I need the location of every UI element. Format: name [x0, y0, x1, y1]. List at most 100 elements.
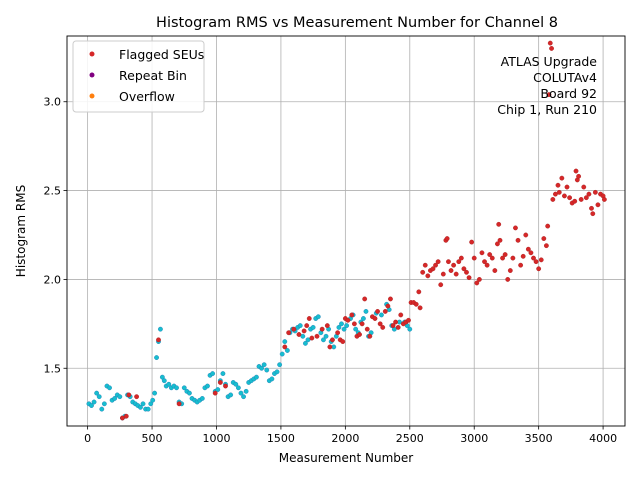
x-tick-label: 1000: [202, 432, 230, 445]
data-point: [438, 282, 444, 288]
data-point: [303, 340, 308, 346]
data-point: [264, 367, 270, 373]
data-point: [362, 296, 368, 302]
data-point: [422, 262, 428, 268]
data-point: [505, 277, 511, 282]
data-point: [94, 390, 100, 396]
data-point: [158, 326, 163, 332]
data-point: [372, 316, 378, 321]
data-point: [547, 40, 553, 46]
data-point: [406, 317, 411, 323]
data-point: [425, 273, 431, 279]
data-point: [398, 312, 404, 318]
data-point: [510, 255, 516, 261]
data-point: [444, 236, 450, 241]
data-point: [573, 168, 579, 174]
data-point: [117, 394, 123, 400]
data-point: [309, 335, 315, 341]
data-point: [500, 255, 505, 261]
data-point: [453, 271, 459, 277]
data-point: [520, 253, 526, 259]
x-tick-label: 1500: [267, 432, 295, 445]
data-point: [344, 323, 350, 329]
data-point: [140, 401, 146, 407]
legend-marker-repeat-bin: [89, 72, 95, 78]
x-axis-label: Measurement Number: [279, 451, 413, 465]
data-point: [112, 396, 118, 401]
data-point: [395, 324, 401, 330]
data-point: [528, 250, 534, 256]
data-point: [448, 268, 454, 273]
data-point: [572, 198, 578, 204]
data-point: [228, 392, 234, 398]
data-point: [340, 339, 346, 344]
data-point: [393, 319, 399, 325]
data-point: [385, 303, 391, 309]
grid-lines: [67, 36, 625, 426]
data-point: [507, 268, 513, 273]
y-tick-label: 3.0: [44, 96, 62, 109]
legend-box: [72, 40, 205, 113]
data-point: [154, 355, 159, 360]
data-point: [513, 225, 518, 231]
data-point: [451, 262, 457, 268]
x-tick-label: 500: [142, 432, 163, 445]
data-point: [91, 399, 97, 405]
data-point: [417, 305, 423, 311]
data-point: [364, 326, 370, 332]
data-point: [555, 182, 561, 188]
data-point: [553, 191, 558, 197]
data-point: [377, 321, 383, 327]
plot-frame: [66, 35, 626, 427]
data-point: [589, 205, 594, 211]
data-point: [351, 321, 357, 327]
data-point: [595, 202, 601, 208]
data-point: [321, 337, 326, 343]
legend: Flagged SEUs Repeat Bin Overflow: [72, 40, 205, 113]
annotation-line-4: Chip 1, Run 210: [497, 102, 597, 117]
data-point: [134, 394, 139, 400]
data-point: [489, 255, 495, 261]
data-point: [413, 301, 419, 307]
data-point: [261, 362, 267, 368]
data-point: [339, 321, 344, 327]
data-point: [549, 46, 554, 51]
data-point: [300, 333, 306, 339]
data-point: [330, 337, 335, 343]
data-point: [215, 387, 221, 392]
data-point: [210, 371, 216, 376]
data-point: [152, 390, 158, 396]
data-point: [310, 324, 316, 330]
data-point: [174, 385, 179, 391]
data-point: [212, 390, 218, 396]
x-tick-label: 0: [84, 432, 91, 445]
data-point: [601, 197, 607, 202]
data-point: [305, 337, 311, 343]
data-point: [349, 312, 355, 318]
x-tick-label: 3000: [460, 432, 488, 445]
data-point: [181, 385, 187, 391]
data-point: [578, 197, 584, 202]
data-point: [458, 255, 464, 261]
legend-label-overflow: Overflow: [119, 89, 175, 104]
info-annotation: ATLAS Upgrade COLUTAv4 Board 92 Chip 1, …: [497, 54, 597, 117]
annotation-line-2: COLUTAv4: [533, 70, 597, 85]
data-point: [107, 385, 112, 391]
data-point: [556, 189, 562, 195]
data-point: [523, 232, 529, 238]
data-point: [496, 221, 502, 227]
data-point: [254, 374, 259, 380]
data-point: [353, 326, 359, 332]
data-point: [474, 280, 480, 286]
series-flagged-seus: [120, 40, 607, 421]
data-point: [176, 401, 182, 407]
data-point: [345, 317, 351, 323]
data-point: [341, 326, 347, 332]
data-point: [359, 321, 365, 327]
y-tick-label: 1.5: [44, 362, 62, 375]
data-point: [96, 394, 102, 400]
data-point: [502, 252, 508, 257]
data-point: [199, 396, 205, 401]
data-point: [314, 333, 320, 339]
